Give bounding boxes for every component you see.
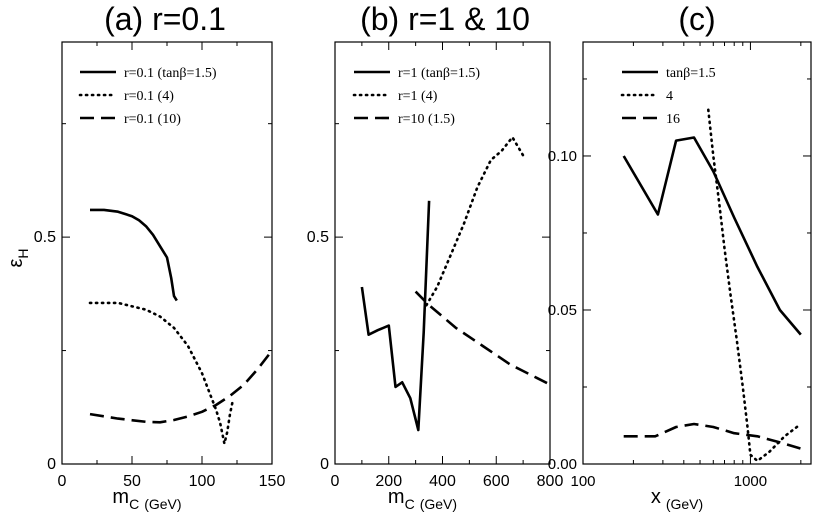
y-tick-label: 0.00 bbox=[548, 456, 577, 473]
series-line-dashed bbox=[623, 422, 802, 450]
y-tick-label: 0.05 bbox=[548, 302, 577, 319]
x-tick-label: 50 bbox=[123, 473, 141, 490]
legend-label: r=0.1 (10) bbox=[124, 112, 181, 127]
y-tick-label: 0.10 bbox=[548, 148, 577, 165]
panel-b: (b) r=1 & 10 0 200 400 600 800 0 0.5 mC (GeV) r=1 … bbox=[307, 1, 564, 512]
x-axis-label-main: x bbox=[651, 486, 661, 508]
x-tick-label: 0 bbox=[58, 473, 67, 490]
x-axis-label-unit: (GeV) bbox=[144, 496, 181, 512]
x-tick-label: 0 bbox=[331, 473, 340, 490]
legend-label: r=1 (4) bbox=[398, 89, 438, 104]
series-line-dotted bbox=[706, 108, 803, 463]
series-line-solid bbox=[622, 136, 802, 336]
x-tick-label: 800 bbox=[537, 473, 564, 490]
legend-label: r=10 (1.5) bbox=[398, 112, 455, 127]
x-axis-label: mC (GeV) bbox=[112, 486, 181, 512]
x-axis-label: mC (GeV) bbox=[388, 486, 457, 512]
legend-label: r=1 (tanβ=1.5) bbox=[398, 66, 480, 81]
series-line-solid bbox=[90, 208, 178, 302]
series-line-solid bbox=[360, 200, 431, 432]
legend-label: r=0.1 (tanβ=1.5) bbox=[124, 66, 217, 81]
y-tick-label: 0 bbox=[320, 456, 329, 473]
y-axis-label-sub: H bbox=[15, 248, 31, 258]
x-axis-label-unit: (GeV) bbox=[666, 496, 703, 512]
y-axis-label-main: ε bbox=[5, 259, 27, 268]
legend-label: r=0.1 (4) bbox=[124, 89, 174, 104]
y-axis-label: εH bbox=[5, 248, 31, 267]
x-tick-label: 400 bbox=[429, 473, 456, 490]
y-tick-label: 0 bbox=[47, 456, 56, 473]
x-tick-label: 200 bbox=[375, 473, 402, 490]
y-tick-label: 0.5 bbox=[307, 229, 329, 246]
x-tick-label: 100 bbox=[189, 473, 216, 490]
panel-a-title: (a) r=0.1 bbox=[104, 1, 226, 37]
series-line-dashed bbox=[414, 290, 551, 386]
x-axis-label-main: m bbox=[112, 486, 129, 508]
series-line-dotted bbox=[425, 136, 525, 307]
x-axis-label-sub: C bbox=[129, 496, 139, 512]
plot-frame bbox=[582, 41, 812, 465]
legend-label: 4 bbox=[666, 89, 673, 104]
x-axis-label-sub: C bbox=[405, 496, 415, 512]
x-axis-label-main: m bbox=[388, 486, 405, 508]
series-line-dotted bbox=[88, 301, 235, 445]
legend-label: tanβ=1.5 bbox=[666, 66, 716, 81]
panel-b-title: (b) r=1 & 10 bbox=[360, 1, 530, 37]
series-line-dashed bbox=[89, 349, 274, 424]
x-tick-label: 100 bbox=[570, 473, 595, 490]
x-axis-label-unit: (GeV) bbox=[420, 496, 457, 512]
x-tick-label: 1000 bbox=[734, 473, 767, 490]
x-tick-label: 600 bbox=[483, 473, 510, 490]
x-axis-label: x (GeV) bbox=[651, 486, 703, 512]
y-tick-label: 0.5 bbox=[34, 229, 56, 246]
legend-label: 16 bbox=[666, 112, 680, 127]
panel-c: (c) 100 1000 0.00 0.05 0.10 x (GeV) tanβ=1.5 4 16 bbox=[548, 1, 812, 512]
panel-c-title: (c) bbox=[678, 1, 715, 37]
plot-frame bbox=[61, 41, 273, 465]
plot-frame bbox=[334, 41, 551, 465]
x-tick-label: 150 bbox=[259, 473, 286, 490]
